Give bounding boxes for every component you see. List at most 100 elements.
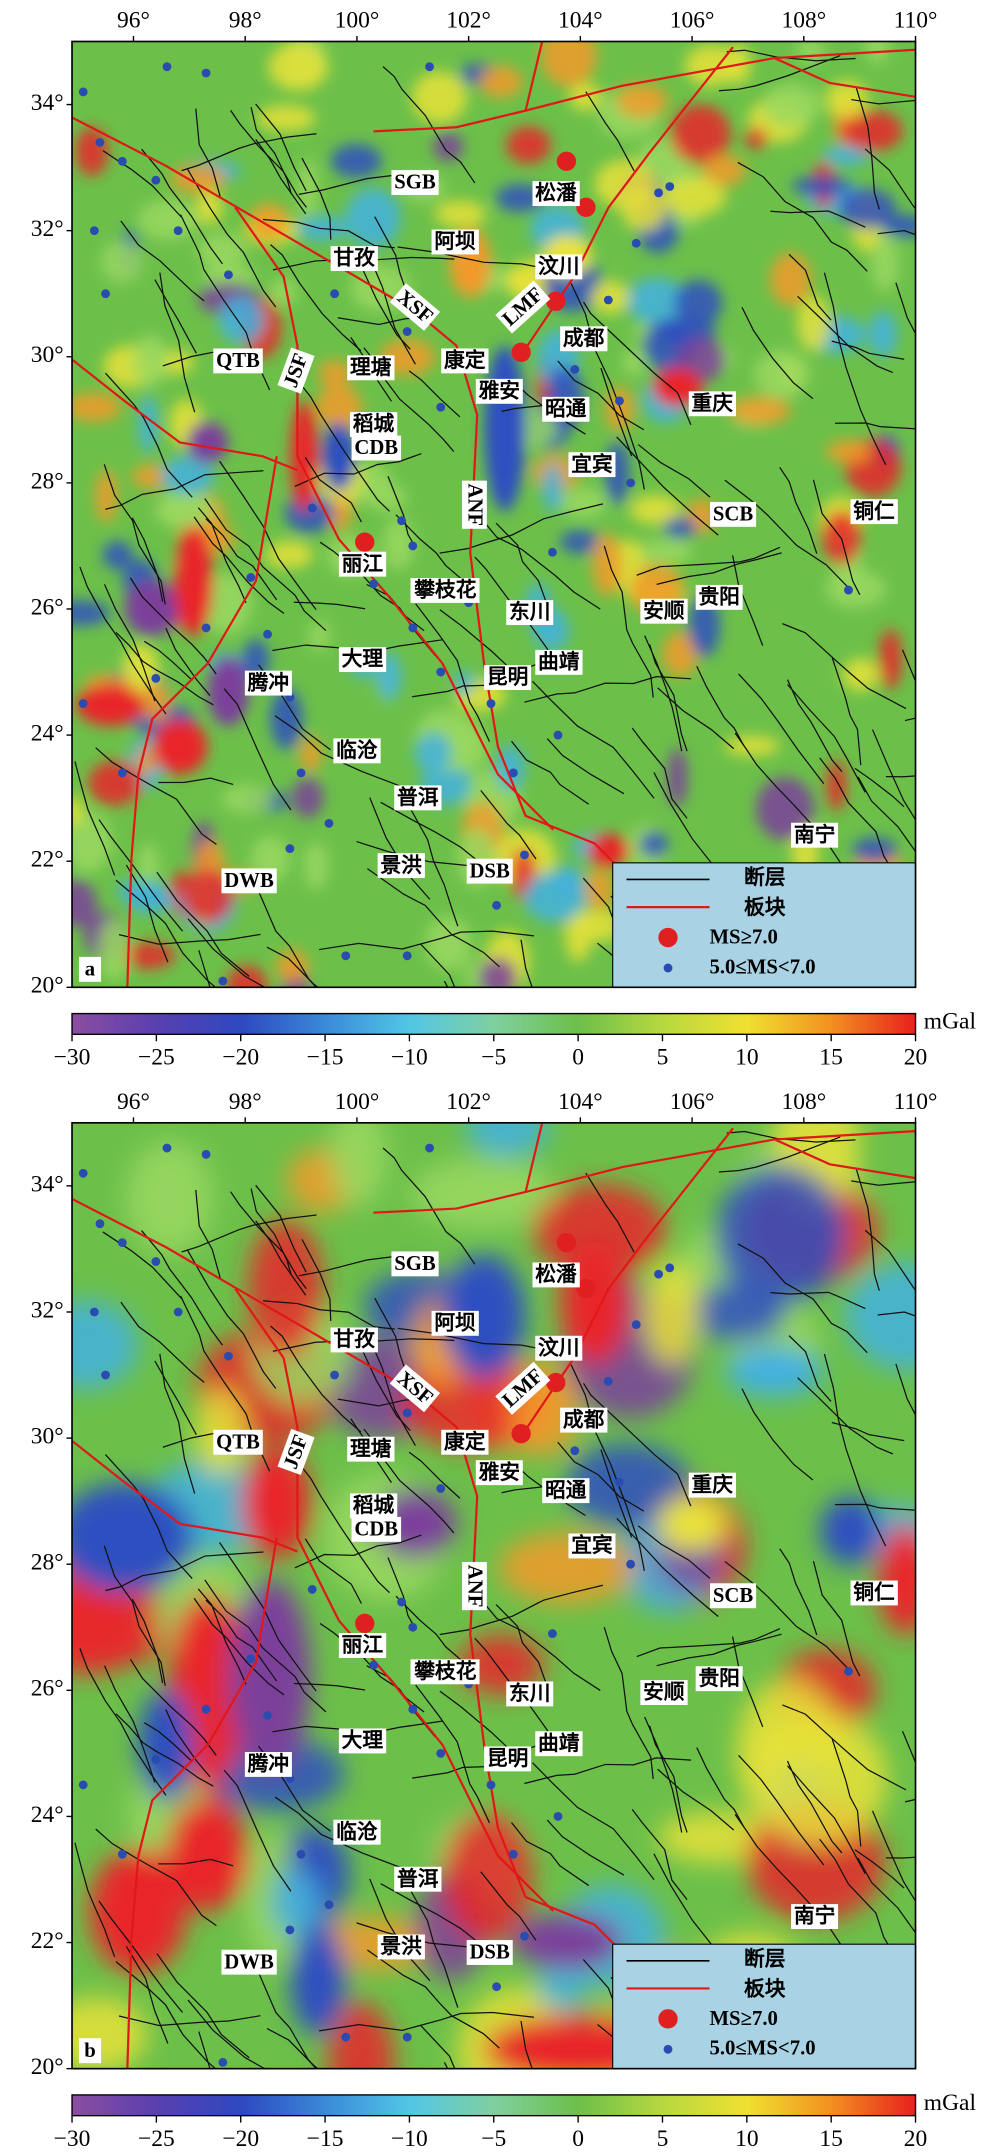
place-name: 阿坝 bbox=[434, 1311, 476, 1334]
fault bbox=[205, 518, 278, 601]
fault bbox=[831, 1421, 905, 1442]
place-label: 理塘 bbox=[347, 1436, 395, 1462]
x-tick-label: 108° bbox=[781, 1089, 826, 1115]
moderate-earthquake bbox=[520, 1931, 529, 1941]
fault bbox=[657, 1768, 735, 1831]
x-tick-label: 102° bbox=[446, 1089, 491, 1115]
label-background bbox=[542, 1478, 590, 1504]
fault bbox=[266, 946, 319, 988]
colorbar-tick-label: −30 bbox=[54, 2126, 91, 2152]
anomaly bbox=[688, 594, 720, 658]
moderate-earthquake bbox=[324, 818, 334, 828]
fault bbox=[258, 891, 317, 988]
moderate-earthquake bbox=[89, 1307, 99, 1317]
label-background bbox=[338, 1728, 387, 1754]
anomaly bbox=[186, 421, 229, 464]
place-label: 宜宾 bbox=[568, 1533, 616, 1559]
colorbar-tick-label: 10 bbox=[735, 2126, 758, 2152]
anomaly bbox=[264, 541, 314, 569]
label-background bbox=[410, 1659, 480, 1685]
plate-boundary bbox=[373, 48, 916, 133]
anomaly bbox=[72, 600, 111, 626]
label-background bbox=[791, 1904, 839, 1929]
anomaly bbox=[221, 784, 274, 815]
moderate-earthquake bbox=[224, 270, 233, 280]
fault bbox=[223, 688, 292, 811]
fault bbox=[103, 1545, 166, 1686]
place-name: 曲靖 bbox=[538, 650, 580, 674]
place-label: 甘孜 bbox=[330, 246, 378, 272]
anomaly bbox=[256, 104, 316, 132]
place-label: 丽江 bbox=[338, 551, 387, 577]
fault bbox=[419, 2024, 456, 2069]
moderate-earthquake bbox=[369, 579, 379, 589]
fault bbox=[382, 66, 476, 184]
label-background bbox=[640, 1680, 688, 1705]
fault bbox=[600, 1449, 633, 1538]
anomaly bbox=[88, 760, 142, 806]
fault bbox=[831, 657, 862, 766]
anomaly bbox=[746, 1712, 888, 1845]
moderate-earthquake bbox=[548, 1629, 557, 1638]
y-tick-label: 28° bbox=[31, 1550, 64, 1576]
fault bbox=[738, 1754, 825, 1866]
anomaly bbox=[433, 132, 464, 162]
anomaly bbox=[290, 401, 319, 512]
anomaly bbox=[825, 80, 869, 118]
label-background bbox=[277, 347, 315, 394]
moderate-earthquake bbox=[508, 1849, 518, 1859]
moderate-earthquake bbox=[341, 951, 351, 961]
anomaly bbox=[540, 41, 597, 87]
moderate-earthquake bbox=[844, 1666, 853, 1676]
place-label: 临沧 bbox=[333, 1819, 381, 1845]
colorbar-tick-label: 20 bbox=[904, 2126, 927, 2152]
colorbar-tick-label: −5 bbox=[481, 2126, 506, 2152]
moderate-earthquake bbox=[553, 1812, 563, 1821]
fault bbox=[131, 517, 164, 602]
moderate-earthquake bbox=[307, 1585, 317, 1594]
fault bbox=[319, 930, 535, 951]
fault bbox=[120, 1301, 205, 1383]
moderate-earthquake bbox=[402, 327, 412, 336]
anomaly bbox=[330, 143, 382, 178]
moderate-earthquake bbox=[603, 1376, 613, 1386]
moderate-earthquake bbox=[151, 175, 161, 185]
label-background bbox=[495, 1361, 551, 1415]
moderate-earthquake bbox=[330, 289, 339, 299]
fault bbox=[557, 360, 645, 431]
place-name: QTB bbox=[216, 350, 260, 372]
fault bbox=[105, 372, 193, 498]
major-earthquake bbox=[355, 1613, 375, 1634]
fault bbox=[782, 623, 907, 710]
place-label: 理塘 bbox=[347, 355, 395, 381]
fault bbox=[144, 1722, 193, 1763]
fault bbox=[262, 218, 395, 249]
label-background bbox=[495, 280, 551, 334]
fault bbox=[831, 1739, 862, 1847]
major-earthquake bbox=[556, 1232, 577, 1253]
plate-boundary bbox=[774, 57, 916, 98]
fault bbox=[255, 1184, 307, 1273]
y-tick-label: 26° bbox=[31, 1676, 64, 1702]
fault bbox=[904, 1798, 916, 1803]
label-background bbox=[461, 1561, 487, 1611]
label-background bbox=[277, 1428, 315, 1476]
fault bbox=[823, 272, 887, 466]
moderate-earthquake bbox=[436, 402, 446, 412]
fault bbox=[95, 1828, 217, 1927]
fault bbox=[786, 679, 843, 773]
legend-label: 板块 bbox=[744, 1976, 786, 2000]
place-name: 宜宾 bbox=[571, 452, 612, 476]
moderate-earthquake bbox=[117, 156, 127, 166]
y-tick-label: 20° bbox=[31, 2054, 64, 2080]
fault bbox=[885, 1856, 916, 1859]
legend-moderate bbox=[663, 2044, 673, 2054]
label-background bbox=[338, 551, 387, 577]
fault bbox=[718, 1136, 841, 1173]
panel-label-bg bbox=[78, 2038, 102, 2064]
fault bbox=[600, 367, 633, 457]
plate-boundary bbox=[234, 1288, 555, 1912]
anomaly bbox=[820, 1496, 881, 1566]
anomaly bbox=[592, 532, 622, 597]
